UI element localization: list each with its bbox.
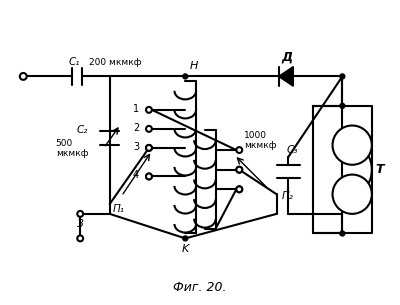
Circle shape [236,147,242,153]
Text: C₃: C₃ [286,145,298,155]
Text: П₂: П₂ [282,191,293,201]
Text: 3: 3 [77,219,84,229]
Circle shape [146,126,152,132]
Circle shape [146,174,152,179]
Text: 200 мкмкф: 200 мкмкф [89,58,142,66]
Text: 2: 2 [133,123,139,133]
Text: C₂: C₂ [77,125,88,135]
Circle shape [146,145,152,151]
Circle shape [183,236,188,241]
Text: 500
мкмкф: 500 мкмкф [56,138,88,158]
Circle shape [146,145,152,151]
Circle shape [146,107,152,113]
Text: C₁: C₁ [69,57,80,66]
Circle shape [183,74,188,79]
Text: 1000
мкмкф: 1000 мкмкф [244,131,277,150]
Circle shape [236,167,242,173]
Polygon shape [278,66,293,86]
Text: 3: 3 [133,142,139,152]
Circle shape [332,125,372,165]
Text: П₁: П₁ [113,204,124,214]
Circle shape [236,167,242,173]
Text: 1: 1 [133,104,139,114]
Circle shape [332,174,372,214]
Circle shape [146,174,152,179]
Text: T: T [376,163,384,176]
Circle shape [77,235,83,241]
Circle shape [236,186,242,192]
Circle shape [340,231,345,236]
Circle shape [340,74,345,79]
Text: H: H [190,61,198,70]
Circle shape [236,186,242,192]
Circle shape [20,73,27,80]
Text: Фиг. 20.: Фиг. 20. [173,281,227,294]
Text: Д: Д [281,51,292,64]
Text: K: K [182,244,189,254]
Circle shape [77,211,83,217]
Text: 4: 4 [133,170,139,180]
Circle shape [340,103,345,108]
